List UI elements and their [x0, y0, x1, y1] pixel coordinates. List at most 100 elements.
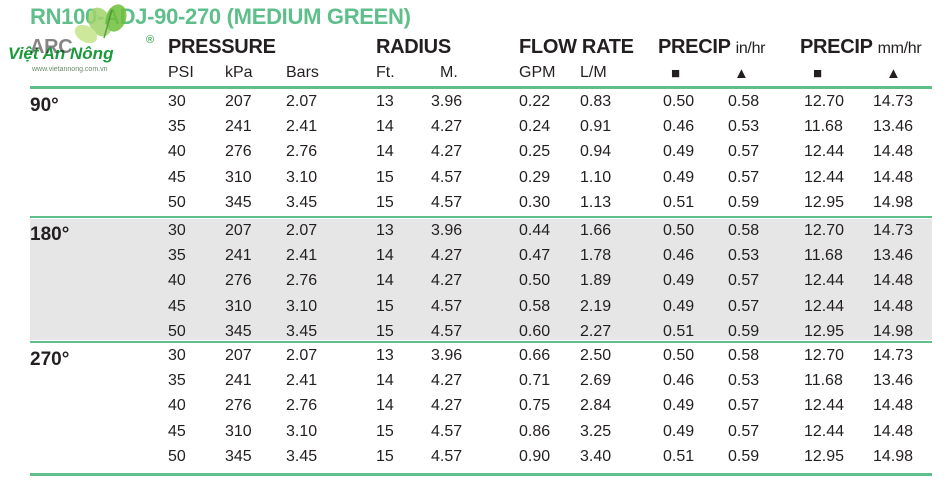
cell-flow-lm: 1.89: [580, 272, 612, 289]
cell-precip-in-square: 0.49: [663, 423, 695, 440]
cell-flow-gpm: 0.50: [519, 272, 551, 289]
cell-flow-gpm: 0.44: [519, 222, 551, 239]
arc-label: 180°: [30, 224, 70, 245]
cell-precip-mm-square: 12.70: [804, 93, 845, 110]
cell-precip-mm-triangle: 13.46: [873, 247, 914, 264]
precip-in-header: PRECIP in/hr: [658, 36, 766, 59]
cell-precip-mm-triangle: 14.48: [873, 423, 914, 440]
cell-psi: 50: [168, 323, 186, 340]
cell-flow-gpm: 0.29: [519, 169, 551, 186]
cell-flow-gpm: 0.75: [519, 397, 551, 414]
cell-psi: 30: [168, 222, 186, 239]
precip-mm-label: PRECIP: [800, 36, 873, 58]
cell-flow-gpm: 0.24: [519, 118, 551, 135]
cell-flow-lm: 1.13: [580, 194, 612, 211]
cell-flow-lm: 2.27: [580, 323, 612, 340]
precip-mm-unit: mm/hr: [877, 40, 922, 57]
cell-precip-in-square: 0.51: [663, 194, 695, 211]
kpa-subheader: kPa: [225, 64, 253, 81]
cell-flow-lm: 3.25: [580, 423, 612, 440]
cell-precip-mm-square: 12.70: [804, 347, 845, 364]
cell-precip-in-triangle: 0.58: [728, 222, 760, 239]
cell-psi: 50: [168, 448, 186, 465]
header-divider: [30, 86, 932, 89]
cell-precip-mm-triangle: 14.48: [873, 272, 914, 289]
cell-radius-m: 4.57: [431, 194, 463, 211]
cell-precip-mm-square: 11.68: [804, 118, 843, 135]
cell-precip-mm-square: 12.70: [804, 222, 845, 239]
cell-precip-mm-triangle: 14.73: [873, 93, 914, 110]
cell-precip-in-square: 0.50: [663, 347, 695, 364]
cell-flow-gpm: 0.47: [519, 247, 551, 264]
triangle-spacing-icon: ▲: [886, 65, 901, 82]
cell-radius-m: 4.27: [431, 118, 463, 135]
cell-precip-mm-triangle: 14.48: [873, 397, 914, 414]
psi-subheader: PSI: [168, 64, 194, 81]
precip-mm-header: PRECIP mm/hr: [800, 36, 922, 59]
cell-radius-ft: 13: [376, 222, 394, 239]
cell-precip-in-triangle: 0.57: [728, 143, 760, 160]
cell-precip-in-triangle: 0.57: [728, 397, 760, 414]
cell-flow-lm: 1.10: [580, 169, 612, 186]
cell-radius-m: 3.96: [431, 347, 463, 364]
cell-bars: 2.41: [286, 118, 318, 135]
cell-flow-gpm: 0.71: [519, 372, 551, 389]
cell-precip-in-square: 0.51: [663, 323, 695, 340]
cell-radius-m: 4.27: [431, 143, 463, 160]
cell-flow-lm: 0.83: [580, 93, 612, 110]
leaf-icon: [74, 4, 127, 44]
cell-bars: 2.07: [286, 222, 318, 239]
cell-kpa: 241: [225, 118, 252, 135]
cell-precip-in-triangle: 0.57: [728, 423, 760, 440]
cell-precip-mm-square: 12.95: [804, 323, 845, 340]
radius-header: RADIUS: [376, 36, 451, 58]
cell-precip-mm-triangle: 13.46: [873, 372, 914, 389]
cell-precip-in-square: 0.49: [663, 272, 695, 289]
cell-radius-ft: 14: [376, 272, 394, 289]
precip-in-unit: in/hr: [735, 40, 766, 57]
cell-flow-gpm: 0.60: [519, 323, 551, 340]
cell-psi: 40: [168, 143, 186, 160]
m-subheader: M.: [440, 64, 458, 81]
cell-precip-mm-triangle: 14.48: [873, 298, 914, 315]
cell-radius-m: 4.57: [431, 323, 463, 340]
cell-kpa: 276: [225, 143, 252, 160]
arc-label: 90°: [30, 95, 59, 116]
pressure-header: PRESSURE: [168, 36, 276, 58]
cell-precip-in-square: 0.46: [663, 247, 695, 264]
cell-radius-ft: 14: [376, 118, 394, 135]
cell-precip-mm-square: 12.44: [804, 143, 845, 160]
cell-radius-ft: 15: [376, 448, 394, 465]
cell-bars: 3.10: [286, 169, 318, 186]
cell-radius-ft: 15: [376, 423, 394, 440]
cell-bars: 2.07: [286, 93, 318, 110]
cell-precip-in-triangle: 0.53: [728, 118, 760, 135]
cell-bars: 3.45: [286, 194, 318, 211]
cell-precip-mm-triangle: 14.98: [873, 323, 914, 340]
cell-flow-gpm: 0.90: [519, 448, 551, 465]
cell-precip-in-triangle: 0.53: [728, 247, 760, 264]
cell-precip-mm-square: 11.68: [804, 372, 843, 389]
cell-kpa: 207: [225, 347, 252, 364]
cell-radius-m: 4.57: [431, 298, 463, 315]
cell-precip-in-square: 0.49: [663, 143, 695, 160]
cell-bars: 3.10: [286, 298, 318, 315]
cell-precip-in-triangle: 0.57: [728, 169, 760, 186]
cell-kpa: 207: [225, 222, 252, 239]
cell-bars: 2.07: [286, 347, 318, 364]
cell-radius-ft: 14: [376, 247, 394, 264]
cell-kpa: 207: [225, 93, 252, 110]
cell-radius-m: 4.57: [431, 448, 463, 465]
cell-radius-m: 4.27: [431, 272, 463, 289]
cell-precip-in-square: 0.46: [663, 372, 695, 389]
cell-kpa: 241: [225, 372, 252, 389]
cell-precip-mm-square: 12.44: [804, 298, 845, 315]
cell-precip-in-square: 0.50: [663, 93, 695, 110]
cell-kpa: 310: [225, 423, 252, 440]
cell-precip-mm-triangle: 14.48: [873, 169, 914, 186]
cell-radius-ft: 14: [376, 143, 394, 160]
flow-rate-header: FLOW RATE: [519, 36, 634, 58]
precip-in-label: PRECIP: [658, 36, 731, 58]
cell-kpa: 345: [225, 194, 252, 211]
cell-psi: 35: [168, 118, 186, 135]
